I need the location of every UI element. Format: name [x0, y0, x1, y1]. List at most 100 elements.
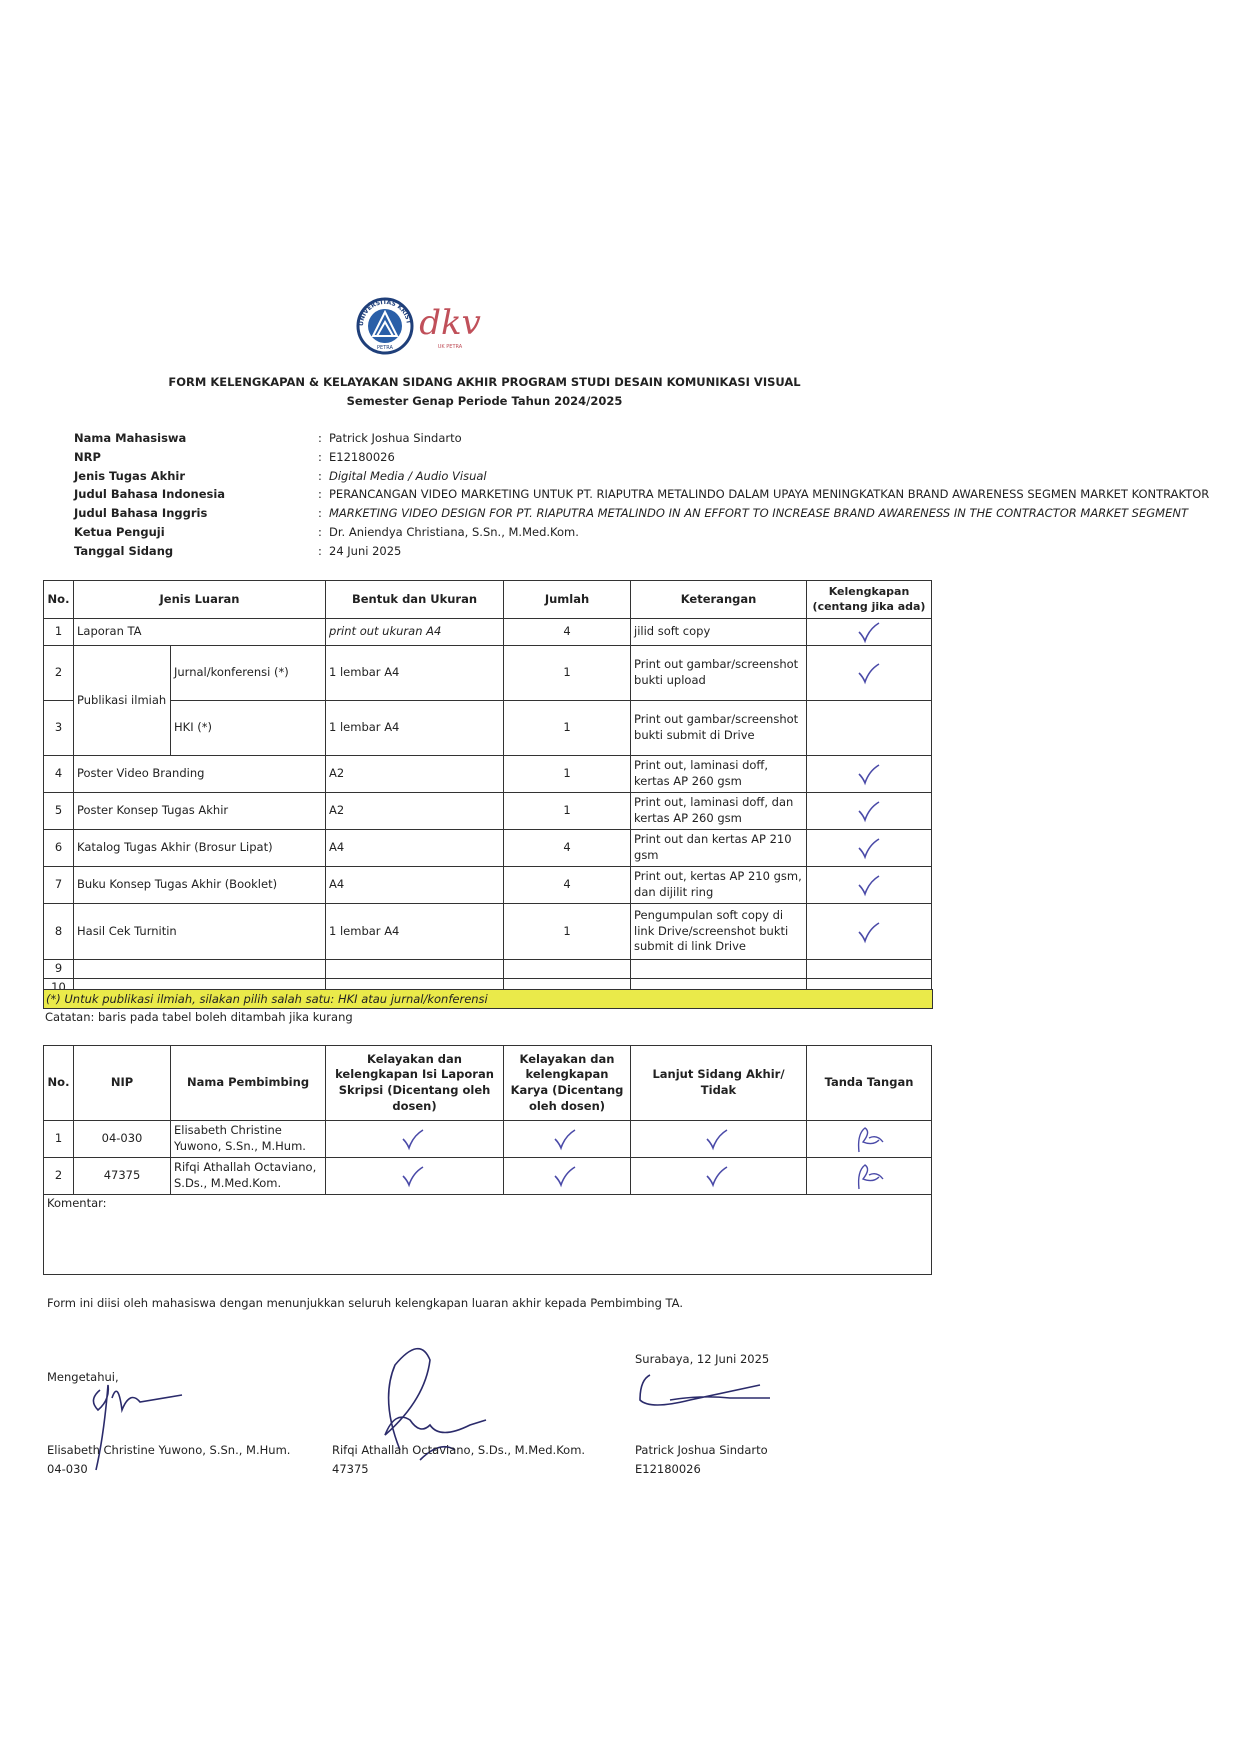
cell-bentuk: print out ukuran A4: [325, 618, 505, 646]
checkmark: [858, 838, 880, 860]
cell-signature: [806, 1157, 932, 1195]
cell-item: HKI (*): [169, 700, 327, 756]
signature: [857, 1164, 884, 1190]
header-cell: Jenis Luaran: [72, 580, 327, 619]
cell-no: 9: [43, 959, 74, 979]
info-label: Nama Mahasiswa: [74, 431, 187, 445]
table-luaran: No. Jenis Luaran Bentuk dan Ukuran Jumlah Ke…: [43, 580, 933, 998]
cell-item: Poster Konsep Tugas Akhir: [72, 792, 327, 830]
cell-nama: Rifqi Athallah Octaviano, S.Ds., M.Med.K…: [170, 1157, 326, 1195]
row: 4 Poster Video Branding A2 1 Print out, lami…: [43, 755, 933, 793]
cell-keterangan: Print out, laminasi doff, dan kertas AP …: [630, 792, 808, 830]
cell-no: 7: [43, 866, 74, 904]
header-cell: Kelayakan dan kelengkapan Karya (Dicenta…: [503, 1045, 631, 1121]
info-colon: :: [318, 525, 322, 539]
cell-kelengkapan: [806, 829, 933, 867]
signature-stroke: [857, 1164, 884, 1190]
info-label: NRP: [74, 449, 101, 464]
cell-no: 2: [43, 1157, 74, 1195]
header-cell: Keterangan: [630, 580, 808, 619]
checkmark: [705, 1166, 727, 1188]
cell-empty: [806, 959, 933, 979]
check-stroke: [554, 1166, 576, 1188]
cell-keterangan: Print out gambar/screenshot bukti upload: [630, 645, 808, 701]
logo: UNIVERSITAS KRISTEN PETRA PETRA dkv UK P…: [355, 296, 481, 355]
cell-keterangan: Print out dan kertas AP 210 gsm: [630, 829, 808, 867]
cell-item: Katalog Tugas Akhir (Brosur Lipat): [72, 829, 327, 867]
cell-kelengkapan: [806, 866, 933, 904]
logo-inner-text: PETRA: [377, 345, 394, 351]
title: FORM KELENGKAPAN & KELAYAKAN SIDANG AKHI…: [168, 375, 801, 389]
logo-sub: UK PETRA: [438, 344, 463, 350]
cell-check: [503, 1157, 631, 1195]
signature-stroke: [857, 1127, 884, 1153]
info-value: Dr. Aniendya Christiana, S.Sn., M.Med.Ko…: [329, 525, 579, 539]
header-row: No. Jenis Luaran Bentuk dan Ukuran Jumlah Ke…: [43, 580, 933, 619]
header-cell: Jumlah: [503, 580, 632, 619]
header-cell: Tanda Tangan: [806, 1045, 932, 1121]
cell-empty: [503, 959, 632, 979]
cell-no: 1: [43, 1120, 74, 1158]
check-stroke: [554, 1129, 576, 1151]
checkmark: [705, 1129, 727, 1151]
cell-bentuk: A2: [325, 755, 505, 793]
cell-jumlah: 1: [503, 903, 632, 960]
cell-item: [72, 959, 327, 979]
row: 3 HKI (*) 1 lembar A4 1 Print out gambar/scr…: [43, 700, 933, 756]
check-stroke: [401, 1166, 423, 1188]
info-value: E12180026: [329, 449, 395, 464]
check-stroke: [858, 875, 880, 897]
info-colon: :: [318, 449, 322, 464]
check-stroke: [858, 663, 880, 685]
cell-group: Publikasi ilmiah: [73, 645, 171, 756]
note: (*) Untuk publikasi ilmiah, silakan pili…: [43, 989, 933, 1009]
info-label: Tanggal Sidang: [74, 543, 174, 558]
header-cell: No.: [43, 580, 74, 619]
row: 1 04-030 Elisabeth Christine Yuwono, S.Sn.…: [43, 1120, 932, 1158]
cell-no: 3: [43, 700, 74, 756]
header-cell: Kelayakan dan kelengkapan Isi Laporan Sk…: [325, 1045, 504, 1121]
header-cell: NIP: [73, 1045, 171, 1121]
info-label: Judul Bahasa Indonesia: [74, 487, 226, 502]
cell-kelengkapan: [806, 700, 933, 756]
header-cell: Bentuk dan Ukuran: [325, 580, 505, 619]
checkmark: [858, 764, 880, 786]
cell-no: 5: [43, 792, 74, 830]
checkmark: [554, 1129, 576, 1151]
cell-no: 6: [43, 829, 74, 867]
cell-jumlah: 4: [503, 829, 632, 867]
subtitle: Semester Genap Periode Tahun 2024/2025: [346, 394, 623, 408]
header-row: No. NIP Nama Pembimbing Kelayakan dan kelen…: [43, 1045, 932, 1121]
cell-keterangan: Print out, kertas AP 210 gsm, dan dijili…: [630, 866, 808, 904]
cell-no: 4: [43, 755, 74, 793]
checkmark: [858, 663, 880, 685]
cell-kelengkapan: [806, 645, 933, 701]
table-pembimbing: No. NIP Nama Pembimbing Kelayakan dan kelen…: [43, 1045, 932, 1275]
cell-keterangan: jilid soft copy: [630, 618, 808, 646]
info-value: PERANCANGAN VIDEO MARKETING UNTUK PT. RI…: [329, 487, 1210, 502]
cell-kelengkapan: [806, 903, 933, 960]
info-colon: :: [318, 487, 322, 502]
cell-kelengkapan: [806, 618, 933, 646]
cell-jumlah: 1: [503, 645, 632, 701]
cell-jumlah: 1: [503, 792, 632, 830]
info-value: 24 Juni 2025: [329, 543, 402, 558]
check-stroke: [705, 1129, 727, 1151]
komentar: Komentar:: [43, 1194, 932, 1275]
row: 2 Publikasi ilmiah Jurnal/konferensi (*) 1 …: [43, 645, 933, 756]
signature-scribble: [639, 1374, 770, 1406]
cell-empty: [630, 959, 808, 979]
signer-name: Elisabeth Christine Yuwono, S.Sn., M.Hum…: [47, 1443, 291, 1457]
cell-jumlah: 4: [503, 618, 632, 646]
place-date: Surabaya, 12 Juni 2025: [635, 1352, 770, 1366]
cell-bentuk: A4: [325, 829, 505, 867]
check-stroke: [858, 764, 880, 786]
signature-scribble: [92, 1384, 183, 1471]
cell-keterangan: Print out gambar/screenshot bukti submit…: [630, 700, 808, 756]
info-value: MARKETING VIDEO DESIGN FOR PT. RIAPUTRA …: [329, 506, 1188, 521]
cell-kelengkapan: [806, 792, 933, 830]
cell-jumlah: 4: [503, 866, 632, 904]
cell-no: 1: [43, 618, 74, 646]
cell-nama: Elisabeth Christine Yuwono, S.Sn., M.Hum…: [170, 1120, 326, 1158]
